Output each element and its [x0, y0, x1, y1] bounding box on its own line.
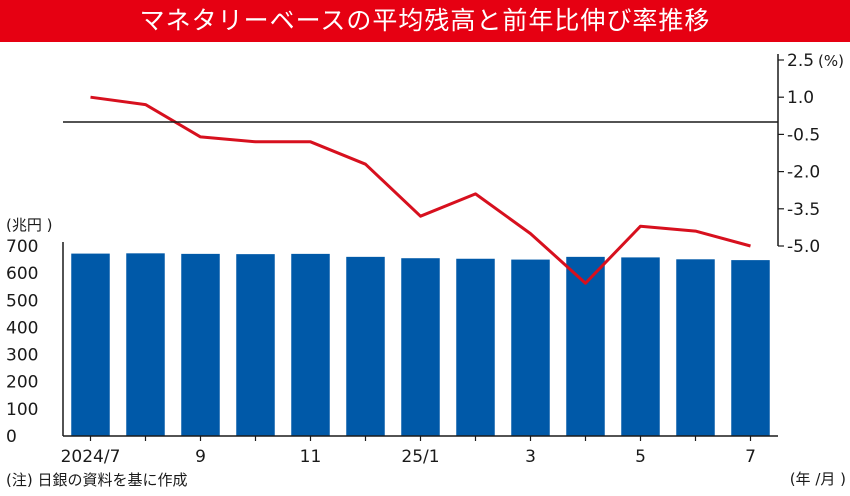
growth-rate-line	[90, 95, 751, 285]
x-tick-label-2025/7: 7	[745, 447, 756, 467]
left-unit-label: (兆円 )	[6, 216, 52, 234]
bar-2024/9	[181, 253, 220, 436]
bar-2025/5	[621, 257, 660, 436]
source-note: (注) 日銀の資料を基に作成	[6, 471, 188, 489]
bar-2024/11	[291, 253, 330, 436]
bar-2025/7	[731, 260, 770, 436]
left-tick-label-300: 300	[6, 346, 38, 366]
left-tick-label-700: 700	[6, 237, 38, 257]
bar-2025/6	[676, 259, 715, 436]
chart-title: マネタリーベースの平均残高と前年比伸び率推移	[0, 0, 850, 42]
right-tick-label-1.0: 1.0	[787, 88, 814, 108]
x-tick-label-2024/7: 2024/7	[61, 447, 121, 467]
left-tick-label-100: 100	[6, 400, 38, 420]
right-tick-label-2.5: 2.5	[787, 51, 814, 71]
right-tick-label--2.0: -2.0	[787, 163, 820, 183]
axis-labels: 2024/7 9 11 25/1 3 5 7 (年 /月 ) 0 100 200 300 400 500 6…	[6, 51, 846, 488]
right-tick-label--0.5: -0.5	[787, 125, 820, 145]
left-tick-label-0: 0	[6, 427, 17, 447]
x-tick-label-2024/11: 11	[300, 447, 322, 467]
right-tick-label--3.5: -3.5	[787, 200, 820, 220]
x-tick-label-2025/3: 3	[525, 447, 536, 467]
right-unit-label: (%)	[818, 52, 844, 70]
bar-2024/8	[126, 253, 165, 436]
x-tick-label-2024/9: 9	[195, 447, 206, 467]
bar-2025/4	[566, 256, 605, 436]
right-tick-label--5.0: -5.0	[787, 237, 820, 257]
left-tick-label-200: 200	[6, 373, 38, 393]
left-tick-label-600: 600	[6, 264, 38, 284]
x-tick-label-2025/1: 25/1	[401, 447, 439, 467]
bar-2025/1	[401, 258, 440, 436]
x-tick-label-2025/5: 5	[635, 447, 646, 467]
bar-2025/2	[456, 258, 495, 436]
line-series	[90, 95, 751, 285]
bar-2024/12	[346, 256, 385, 436]
left-tick-label-500: 500	[6, 291, 38, 311]
x-unit-label: (年 /月 )	[790, 470, 846, 488]
axes	[62, 54, 784, 441]
bar-series	[71, 253, 770, 436]
bar-2025/3	[511, 259, 550, 436]
bar-2024/10	[236, 254, 275, 436]
left-tick-label-400: 400	[6, 318, 38, 338]
bar-2024/7	[71, 253, 110, 436]
